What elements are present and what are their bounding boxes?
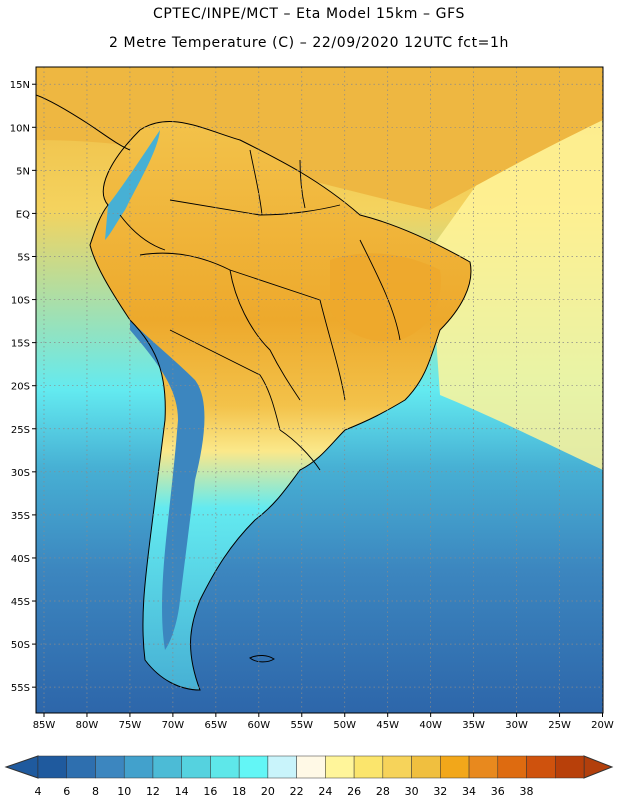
lon-label: 85W — [33, 720, 56, 731]
colorbar-label: 6 — [63, 785, 70, 798]
lat-label: 30S — [11, 468, 30, 479]
colorbar-swatch — [296, 755, 326, 779]
colorbar-label: 12 — [146, 785, 160, 798]
colorbar-label: 28 — [376, 785, 390, 798]
colorbar-label: 14 — [175, 785, 189, 798]
lon-label: 20W — [591, 720, 614, 731]
colorbar-swatch — [440, 755, 470, 779]
colorbar-label: 24 — [318, 785, 332, 798]
colorbar-swatch — [210, 755, 240, 779]
colorbar-label: 38 — [520, 785, 534, 798]
lat-label: EQ — [16, 209, 30, 220]
colorbar-label: 16 — [203, 785, 217, 798]
central-america — [36, 94, 131, 151]
lon-label: 25W — [548, 720, 571, 731]
falkland-islands — [249, 655, 275, 663]
gridlines — [36, 67, 603, 713]
colorbar-label: 4 — [35, 785, 42, 798]
longitude-labels: 85W 80W 75W 70W 65W 60W 55W 50W 45W 40W 35W 30W 25W 2… — [33, 713, 614, 731]
colorbar-label: 10 — [117, 785, 131, 798]
northern-andes-strip — [105, 130, 160, 240]
lat-label: 5S — [17, 252, 30, 263]
lat-label: 55S — [11, 683, 30, 694]
lat-label: 45S — [11, 597, 30, 608]
map-title-line-2: 2 Metre Temperature (C) – 22/09/2020 12U… — [109, 35, 509, 51]
colorbar-label: 22 — [290, 785, 304, 798]
colorbar-label: 32 — [433, 785, 447, 798]
lat-label: 25S — [11, 425, 30, 436]
colorbar-swatch — [95, 755, 125, 779]
lat-label: 50S — [11, 640, 30, 651]
lat-label: 10S — [11, 296, 30, 307]
colorbar-label: 26 — [347, 785, 361, 798]
lon-label: 55W — [290, 720, 313, 731]
colorbar-swatch — [123, 755, 154, 779]
colorbar-swatch — [66, 755, 96, 779]
colorbar-swatch — [497, 755, 527, 779]
colorbar-over-arrow — [583, 755, 614, 779]
colorbar-swatch — [411, 755, 441, 779]
lat-label: 40S — [11, 554, 30, 565]
colorbar-label: 36 — [491, 785, 505, 798]
colorbar-swatch — [152, 755, 182, 779]
hot-interior-patch — [330, 253, 441, 342]
map-field — [36, 67, 603, 713]
colorbar-label: 20 — [261, 785, 275, 798]
lon-label: 35W — [462, 720, 485, 731]
colorbar-swatch — [555, 755, 585, 779]
lon-label: 45W — [376, 720, 399, 731]
colorbar-swatch — [382, 755, 412, 779]
map-frame — [35, 66, 604, 714]
lon-label: 75W — [119, 720, 142, 731]
lon-label: 70W — [162, 720, 185, 731]
colorbar-swatch — [526, 755, 556, 779]
colorbar-swatch — [267, 755, 297, 779]
colorbar-swatch — [238, 755, 269, 779]
coastline — [89, 121, 472, 691]
lon-label: 50W — [333, 720, 356, 731]
colorbar-swatch — [468, 755, 499, 779]
colorbar-swatch — [37, 755, 67, 779]
colorbar-under-arrow — [4, 755, 39, 779]
lat-label: 10N — [10, 123, 30, 134]
colorbar-swatch — [353, 755, 384, 779]
colorbar-label: 34 — [462, 785, 476, 798]
colorbar-label: 30 — [405, 785, 419, 798]
lat-label: 20S — [11, 382, 30, 393]
caribbean-band — [36, 67, 603, 210]
lon-label: 80W — [76, 720, 99, 731]
lon-label: 65W — [205, 720, 228, 731]
colorbar-label: 8 — [92, 785, 99, 798]
lon-label: 60W — [247, 720, 270, 731]
colorbar-swatch — [181, 755, 211, 779]
lat-label: 15N — [10, 80, 30, 91]
lat-label: 5N — [16, 166, 30, 177]
map-title-line-1: CPTEC/INPE/MCT – Eta Model 15km – GFS — [152, 6, 466, 22]
lat-label: 35S — [11, 511, 30, 522]
colorbar-swatch — [325, 755, 355, 779]
lat-label: 15S — [11, 339, 30, 350]
lon-label: 30W — [505, 720, 528, 731]
colorbar-label: 18 — [232, 785, 246, 798]
borders — [119, 149, 401, 471]
andes-cold-strip — [130, 320, 205, 650]
color-scale-bar: 4 6 8 10 12 14 16 18 20 22 24 26 28 30 32 34 36 38 — [4, 755, 614, 798]
latitude-labels: 15N 10N 5N EQ 5S 10S 15S 20S 25S 30S 35S 40S 45S 50S 5… — [10, 80, 36, 694]
lon-label: 40W — [419, 720, 442, 731]
